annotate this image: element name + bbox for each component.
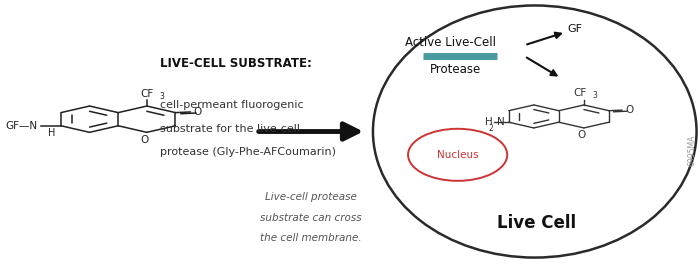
Ellipse shape — [408, 129, 508, 181]
Text: cell-permeant fluorogenic: cell-permeant fluorogenic — [160, 101, 303, 110]
Text: substrate can cross: substrate can cross — [260, 213, 362, 223]
Text: O: O — [194, 107, 202, 117]
Text: substrate for the live-cell: substrate for the live-cell — [160, 124, 300, 134]
Text: LIVE-CELL SUBSTRATE:: LIVE-CELL SUBSTRATE: — [160, 56, 312, 70]
Text: Active Live-Cell: Active Live-Cell — [405, 36, 496, 49]
Text: N: N — [497, 117, 505, 127]
Text: O: O — [141, 135, 149, 144]
Text: 2: 2 — [488, 124, 493, 133]
Text: H: H — [485, 117, 493, 127]
Ellipse shape — [373, 5, 696, 258]
Text: protease (Gly-Phe-AFCoumarin): protease (Gly-Phe-AFCoumarin) — [160, 147, 335, 157]
Text: CF: CF — [574, 89, 587, 98]
Text: Live Cell: Live Cell — [496, 214, 575, 232]
Text: 6995MA: 6995MA — [687, 135, 696, 166]
Text: Protease: Protease — [430, 63, 481, 76]
Text: Live-cell protease: Live-cell protease — [265, 192, 357, 202]
Text: GF: GF — [567, 24, 582, 34]
Text: 3: 3 — [593, 91, 598, 100]
Text: O: O — [578, 130, 586, 140]
Text: O: O — [625, 105, 634, 115]
Text: GF—N: GF—N — [6, 121, 38, 131]
Text: CF: CF — [140, 89, 153, 99]
Text: the cell membrane.: the cell membrane. — [260, 233, 362, 243]
Text: Nucleus: Nucleus — [437, 150, 479, 160]
Text: H: H — [48, 128, 55, 138]
Text: 3: 3 — [159, 93, 164, 101]
